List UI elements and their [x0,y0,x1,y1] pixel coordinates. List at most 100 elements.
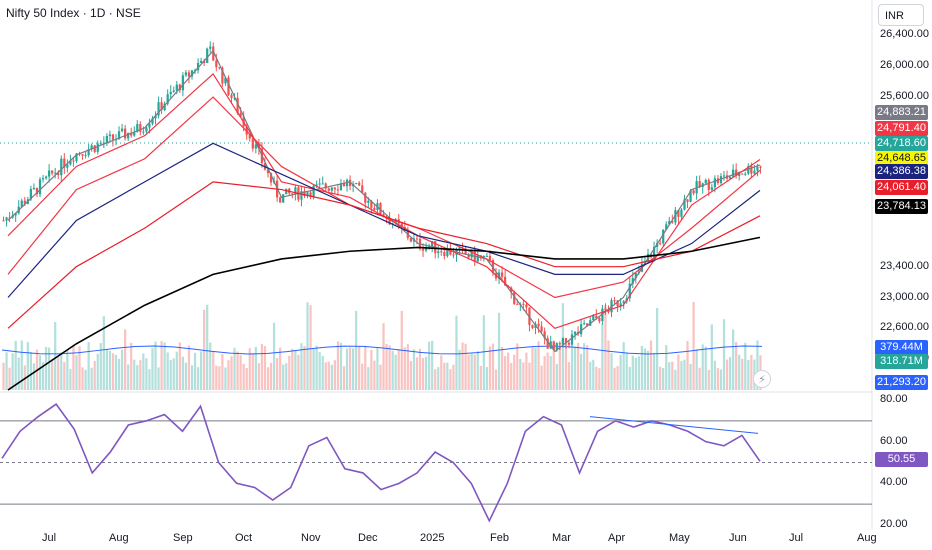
price-tag: 24,883.21 [875,105,928,120]
price-tick-label: 25,600.00 [880,90,929,103]
volume-bar [415,357,419,390]
ma-line-1 [7,49,761,353]
time-tick-label: Aug [857,532,877,544]
candle-body [583,323,586,325]
volume-bar [291,348,294,390]
volume-bar [431,340,434,390]
candle-body [367,200,370,203]
volume-bar [136,365,139,390]
candle-body [446,248,449,257]
candle-body [187,72,191,77]
volume-bar [701,344,704,390]
volume-bar [345,348,349,390]
volume-bar [424,356,428,390]
rsi-value-tag: 50.55 [875,452,928,467]
volume-bar [175,351,178,390]
volume-bar [8,367,11,390]
candle-body [44,176,48,179]
candle-body [236,97,239,114]
volume-bar [160,341,163,390]
volume-bar [601,323,604,390]
candle-body [54,172,57,174]
candle-body [142,131,145,133]
candle-body [704,179,707,184]
candle-body [133,132,136,136]
volume-bar [248,348,251,390]
candle-body [282,194,285,203]
volume-bar [622,342,625,390]
volume-bar [133,359,136,390]
candle-body [470,249,473,258]
candle-body [200,60,203,63]
candle-body [586,323,589,326]
volume-bar [169,359,172,390]
volume-bar [394,354,397,390]
volume-bar [139,360,142,390]
rsi-line [1,403,761,523]
time-tick-label: Jul [789,532,804,544]
candle-body [151,118,154,124]
volume-bar [60,352,63,390]
volume-bar [671,361,674,390]
volume-bar [218,366,221,390]
volume-bar [467,354,470,390]
volume-bar [358,346,361,390]
volume-bar [643,348,647,390]
time-tick-label: Apr [608,532,626,544]
candle-body [221,67,224,84]
volume-bar [680,361,683,390]
candle-body [160,102,163,111]
candle-body [69,160,72,165]
volume-bar [409,361,412,390]
candle-body [51,170,54,174]
volume-bar [63,362,66,390]
volume-bar [196,367,200,390]
candle-body [84,155,87,157]
volume-bar [437,367,440,390]
candle-body [81,154,84,156]
candle-body [713,178,716,188]
candle-body [485,255,488,257]
time-tick-label: Oct [235,532,253,544]
candle-body [595,315,598,318]
candle-body [741,173,744,175]
candle-body [312,185,315,198]
lightning-icon[interactable]: ⚡ [753,370,771,388]
volume-ma-line [1,345,763,355]
candle-body [348,179,352,187]
volume-bar [668,362,671,390]
volume-bar [756,340,759,390]
volume-bars [1,301,763,390]
volume-bar [421,357,425,390]
candle-body [41,178,45,180]
time-tick-label: Aug [109,532,129,544]
candle-body [652,246,656,258]
candle-body [516,303,519,305]
candle-body [175,84,178,91]
volume-bar [549,356,552,390]
volume-bar [282,364,285,390]
volume-bar [580,353,583,390]
time-tick-label: Nov [301,532,321,544]
volume-bar [263,346,267,390]
volume-bar [607,340,610,390]
candle-body [689,190,692,202]
candle-body [361,185,364,193]
candle-body [248,134,251,139]
candle-body [370,200,373,208]
volume-bar [710,324,713,390]
time-tick-label: May [669,532,690,544]
candle-body [750,166,753,174]
volume-bar [294,350,297,390]
volume-bar [446,362,449,390]
candle-body [279,197,282,203]
volume-bar [364,345,367,390]
volume-bar [598,368,601,390]
volume-bar [403,347,406,390]
candle-body [686,199,689,202]
volume-bar [151,348,154,390]
volume-bar [279,347,282,390]
volume-bar [312,348,315,390]
currency-selector[interactable]: INR [878,4,924,26]
volume-bar [522,362,525,390]
